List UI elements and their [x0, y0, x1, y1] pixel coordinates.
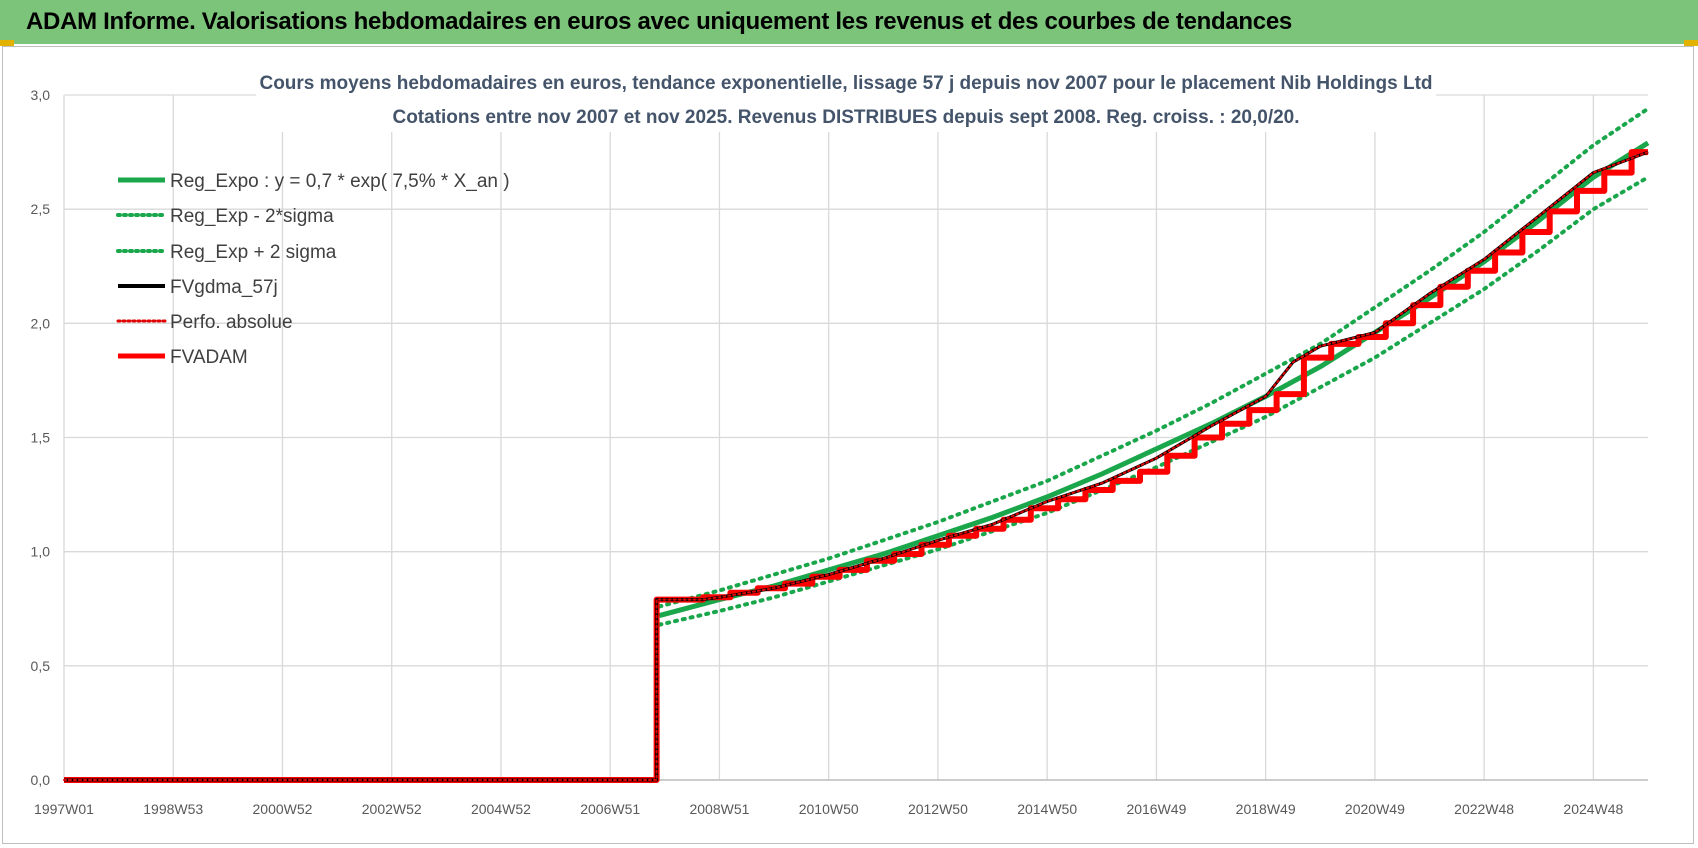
- corner-mark-left: [0, 40, 14, 46]
- corner-mark-right: [1684, 40, 1698, 46]
- series-line-1: [657, 175, 1650, 627]
- grid: [63, 94, 1648, 781]
- x-tick-label: 2004W52: [471, 801, 531, 817]
- x-axis-labels: 1997W01 1998W53 2000W52 2002W52 2004W52 2006W…: [34, 801, 1624, 817]
- legend-label-reg-exp-plus: Reg_Exp + 2 sigma: [170, 242, 337, 263]
- y-tick-label: 2,0: [31, 315, 51, 331]
- chart-title-line-1: Cours moyens hebdomadaires en euros, ten…: [259, 73, 1432, 94]
- legend-label-reg-expo: Reg_Expo : y = 0,7 * exp( 7,5% * X_an ): [170, 171, 510, 192]
- series-line-0: [658, 140, 1650, 619]
- series-line-2: [657, 106, 1650, 609]
- x-tick-label: 2022W48: [1454, 801, 1514, 817]
- x-tick-label: 2010W50: [799, 801, 859, 817]
- x-tick-label: 1998W53: [143, 801, 203, 817]
- y-tick-label: 2,5: [31, 201, 51, 217]
- x-tick-label: 2016W49: [1126, 801, 1186, 817]
- x-tick-label: 2014W50: [1017, 801, 1077, 817]
- page-title: ADAM Informe. Valorisations hebdomadaire…: [26, 8, 1292, 35]
- y-tick-label: 1,0: [31, 544, 51, 560]
- x-tick-label: 2000W52: [253, 801, 313, 817]
- header-bar: ADAM Informe. Valorisations hebdomadaire…: [0, 0, 1698, 44]
- y-tick-label: 3,0: [31, 87, 51, 103]
- x-tick-label: 2024W48: [1563, 801, 1623, 817]
- series-group: [63, 106, 1650, 783]
- x-tick-label: 2002W52: [362, 801, 422, 817]
- legend-label-fvgdma: FVgdma_57j: [170, 277, 278, 298]
- x-tick-label: 2008W51: [689, 801, 749, 817]
- x-tick-label: 1997W01: [34, 801, 94, 817]
- legend: Reg_Expo : y = 0,7 * exp( 7,5% * X_an ) …: [116, 171, 510, 368]
- y-tick-label: 0,5: [31, 658, 51, 674]
- y-tick-label: 0,0: [31, 772, 51, 788]
- legend-label-reg-exp-minus: Reg_Exp - 2*sigma: [170, 206, 334, 227]
- title-background: [256, 66, 1436, 132]
- legend-label-fvadam: FVADAM: [170, 347, 248, 368]
- chart-title-line-2: Cotations entre nov 2007 et nov 2025. Re…: [392, 107, 1299, 128]
- y-tick-label: 1,5: [31, 430, 51, 446]
- x-tick-label: 2006W51: [580, 801, 640, 817]
- x-tick-label: 2020W49: [1345, 801, 1405, 817]
- x-tick-label: 2018W49: [1236, 801, 1296, 817]
- y-axis-labels: 0,0 0,5 1,0 1,5 2,0 2,5 3,0: [31, 87, 51, 788]
- legend-label-perfo: Perfo. absolue: [170, 312, 293, 333]
- series-line-4: [63, 151, 1649, 781]
- chart-frame: [2, 46, 1694, 844]
- x-tick-label: 2012W50: [908, 801, 968, 817]
